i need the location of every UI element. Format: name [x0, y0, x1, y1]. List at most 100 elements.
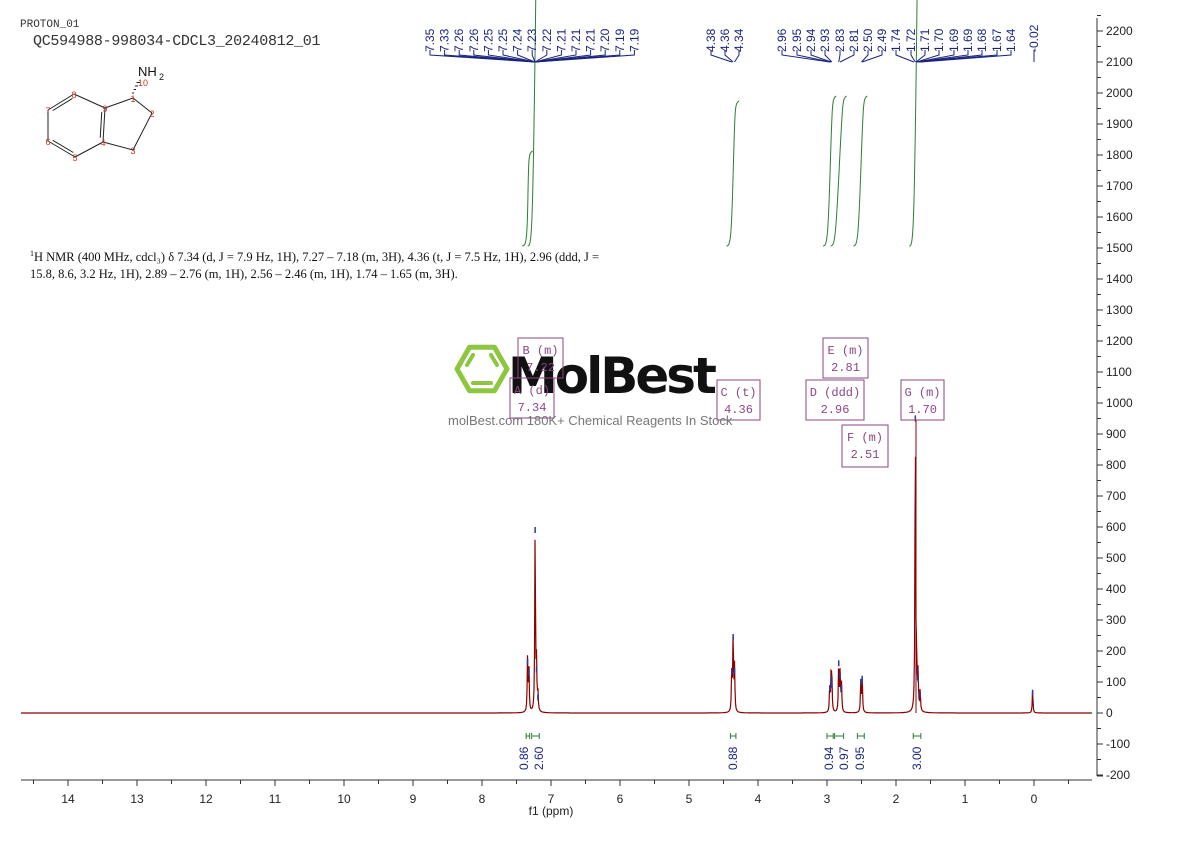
- multiplet-box: [805, 379, 865, 421]
- svg-text:G (m): G (m): [904, 386, 940, 400]
- y-tick-label: 2200: [1106, 24, 1133, 38]
- peak-label: 7.21: [584, 28, 598, 52]
- peak-label: 2.49: [875, 28, 889, 52]
- x-axis-label: f1 (ppm): [529, 804, 574, 818]
- spectrum-trace: [21, 415, 1092, 714]
- y-tick-label: 1600: [1106, 210, 1133, 224]
- integral-value: 3.00: [910, 746, 924, 770]
- peak-label: 4.38: [704, 28, 718, 52]
- svg-text:A (d): A (d): [514, 384, 550, 398]
- multiplet-box: [822, 337, 869, 379]
- x-tick-label: 10: [337, 792, 351, 806]
- y-tick-label: 300: [1106, 613, 1126, 627]
- svg-text:F (m): F (m): [847, 431, 883, 445]
- svg-text:1.70: 1.70: [908, 403, 937, 417]
- integral-labels: 0.86 2.60 0.88 0.94 0.97 0.95 3.00: [517, 733, 924, 770]
- x-tick-label: 0: [1031, 792, 1038, 806]
- atom-number: 5: [72, 153, 77, 163]
- svg-text:B (m): B (m): [522, 344, 558, 358]
- peak-label: 1.67: [990, 28, 1004, 52]
- x-tick-label: 1: [962, 792, 969, 806]
- y-tick-label: 1300: [1106, 303, 1133, 317]
- y-tick-label: 2000: [1106, 86, 1133, 100]
- x-tick-label: 9: [410, 792, 417, 806]
- y-tick-label: 500: [1106, 551, 1126, 565]
- atom-number: 9: [102, 104, 107, 114]
- peak-label: 7.33: [438, 28, 452, 52]
- y-tick-label: -200: [1106, 768, 1130, 782]
- svg-text:2: 2: [159, 72, 164, 82]
- peak-label: 7.21: [569, 28, 583, 52]
- sample-title: QC594988-998034-CDCL3_20240812_01: [33, 33, 321, 50]
- y-tick-label: 2100: [1106, 55, 1133, 69]
- multiplet-box: [841, 424, 889, 468]
- x-axis: 14 13 12 11 10 9 8 7 6 5 4 3 2 1 0f1 (ppm): [21, 779, 1092, 818]
- integral-value: 0.88: [726, 746, 740, 770]
- y-tick-label: 800: [1106, 458, 1126, 472]
- peak-label: 7.24: [511, 28, 525, 52]
- x-tick-label: 13: [130, 792, 144, 806]
- svg-text:2.81: 2.81: [831, 361, 860, 375]
- x-tick-label: 12: [199, 792, 213, 806]
- peak-label: 4.36: [718, 28, 732, 52]
- svg-text:7.34: 7.34: [518, 401, 547, 415]
- peak-label: 1.70: [932, 28, 946, 52]
- x-tick-label: 7: [548, 792, 555, 806]
- peak-label: 1.72: [904, 28, 918, 52]
- watermark-brand: MolBest: [508, 347, 716, 405]
- y-tick-label: 0: [1106, 706, 1113, 720]
- integral-curves: [522, 0, 918, 247]
- peak-labels: 7.35 7.33 7.26 7.26 7.25 7.25 7.24 7.23 7.22 7.21…: [423, 24, 1041, 63]
- atom-number: 10: [138, 78, 148, 88]
- peak-label: 7.20: [598, 28, 612, 52]
- peak-label: 2.81: [847, 28, 861, 52]
- peak-label: -0.02: [1027, 24, 1041, 52]
- y-tick-label: 1400: [1106, 272, 1133, 286]
- svg-text:2.96: 2.96: [821, 403, 850, 417]
- x-tick-label: 3: [824, 792, 831, 806]
- peak-label: 2.94: [804, 28, 818, 52]
- multiplet-box: [900, 379, 945, 421]
- svg-text:C (t): C (t): [720, 386, 756, 400]
- peak-label: 7.21: [554, 28, 568, 52]
- peak-label: 2.83: [833, 28, 847, 52]
- nmr-description: 1H NMR (400 MHz, cdcl₃) δ 7.34 (d, J = 7…: [30, 245, 610, 283]
- svg-text:7.22: 7.22: [526, 361, 555, 375]
- x-tick-label: 4: [755, 792, 762, 806]
- nh2-label: NH: [138, 64, 157, 79]
- y-tick-label: 400: [1106, 582, 1126, 596]
- peak-label: 7.35: [423, 28, 437, 52]
- peak-label: 7.25: [481, 28, 495, 52]
- svg-text:D (ddd): D (ddd): [810, 386, 860, 400]
- y-tick-label: 1800: [1106, 148, 1133, 162]
- multiplet-box: [716, 379, 761, 421]
- x-tick-label: 11: [269, 792, 282, 806]
- atom-number: 3: [130, 146, 135, 156]
- peak-label: 1.68: [975, 28, 989, 52]
- peak-label: 7.22: [540, 28, 554, 52]
- multiplet-box: [517, 337, 564, 379]
- svg-text:E (m): E (m): [827, 344, 863, 358]
- experiment-name: PROTON_01: [20, 19, 80, 31]
- x-tick-label: 8: [479, 792, 486, 806]
- watermark-tagline: molBest.com 180K+ Chemical Reagents In S…: [448, 413, 733, 428]
- y-tick-label: 1500: [1106, 241, 1133, 255]
- peak-label: 7.19: [613, 28, 627, 52]
- y-tick-label: 900: [1106, 427, 1126, 441]
- peak-label: 7.23: [525, 28, 539, 52]
- peak-label: 1.71: [918, 28, 932, 52]
- peak-label: 1.69: [947, 28, 961, 52]
- integral-value: 2.60: [532, 746, 546, 770]
- peak-label: 2.93: [818, 28, 832, 52]
- nucleus-mass: 1: [30, 249, 34, 258]
- peak-label: 1.69: [961, 28, 975, 52]
- y-tick-label: 600: [1106, 520, 1126, 534]
- integral-value: 0.95: [853, 746, 867, 770]
- peak-label: 2.95: [790, 28, 804, 52]
- y-tick-label: 700: [1106, 489, 1126, 503]
- y-tick-label: 1900: [1106, 117, 1133, 131]
- molbest-logo-icon: MolBest: [454, 344, 719, 405]
- nmr-description-text: H NMR (400 MHz, cdcl₃) δ 7.34 (d, J = 7.…: [30, 250, 600, 282]
